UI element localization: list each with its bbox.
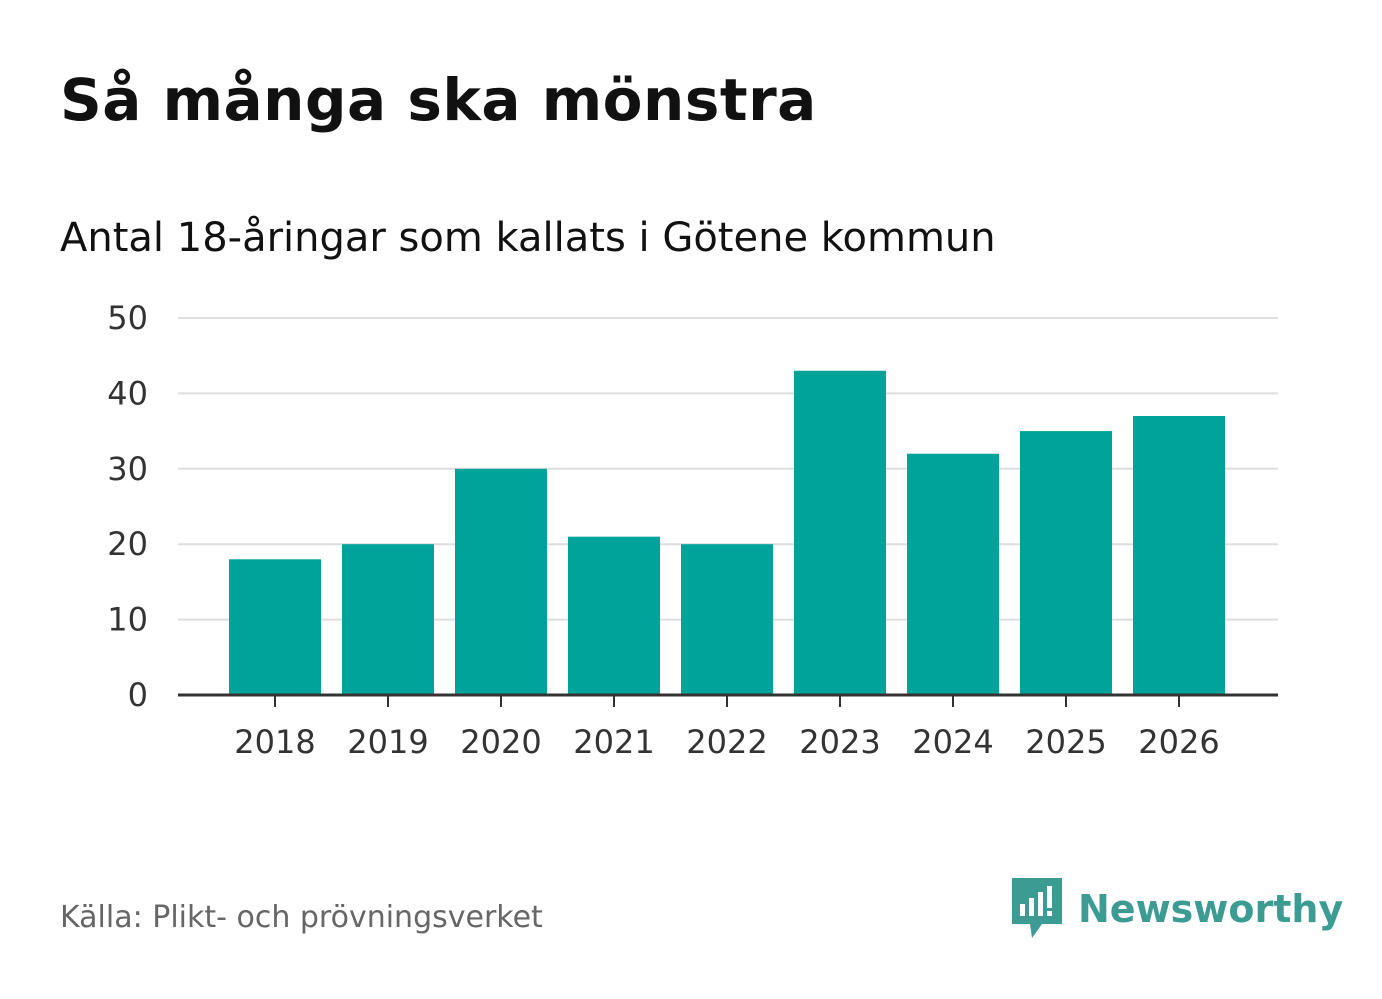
chart-subtitle: Antal 18-åringar som kallats i Götene ko… [60, 215, 996, 261]
bar-2021 [568, 536, 660, 695]
source-note: Källa: Plikt- och prövningsverket [60, 900, 543, 935]
y-tick-label: 50 [107, 299, 148, 337]
bar-2026 [1133, 416, 1225, 695]
bar-2019 [342, 544, 434, 695]
y-tick-label: 20 [107, 525, 148, 563]
bar-2025 [1020, 431, 1112, 695]
x-tick-label: 2023 [799, 723, 880, 761]
bars [229, 370, 1225, 695]
x-tick-label: 2022 [686, 723, 767, 761]
y-tick-label: 10 [107, 601, 148, 639]
x-tick-label: 2025 [1025, 723, 1106, 761]
x-tick-label: 2026 [1138, 723, 1219, 761]
axes: 0 10 20 30 40 50 2018 2019 2020 2021 2022 2023 2024 2… [107, 299, 1278, 761]
y-tick-label: 30 [107, 450, 148, 488]
x-tick-label: 2024 [912, 723, 993, 761]
bar-2024 [907, 453, 999, 695]
y-tick-label: 40 [107, 374, 148, 412]
x-tick-label: 2021 [573, 723, 654, 761]
brand-logo: Newsworthy [1012, 878, 1343, 940]
bar-2018 [229, 559, 321, 695]
x-tick-label: 2020 [460, 723, 541, 761]
brand-name: Newsworthy [1078, 887, 1344, 931]
bar-2022 [681, 544, 773, 695]
x-tick-label: 2018 [234, 723, 315, 761]
bar-2020 [455, 468, 547, 695]
y-tick-label: 0 [128, 676, 148, 714]
x-tick-label: 2019 [347, 723, 428, 761]
chat-bar-chart-icon [1012, 878, 1062, 938]
chart-title: Så många ska mönstra [60, 66, 817, 134]
bar-2023 [794, 370, 886, 695]
